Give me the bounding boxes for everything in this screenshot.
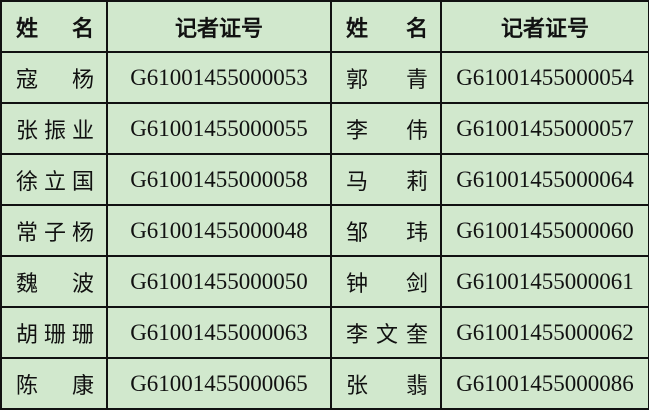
name-cell: 张翡: [330, 357, 442, 410]
name-cell: 郭青: [330, 51, 442, 104]
press-card-id-cell: G61001455000061: [440, 255, 649, 308]
press-card-id-cell: G61001455000063: [106, 306, 332, 359]
press-card-id-cell: G61001455000057: [440, 102, 649, 155]
name-cell: 钟剑: [330, 255, 442, 308]
press-card-id-cell: G61001455000058: [106, 153, 332, 206]
name-cell: 徐立国: [0, 153, 108, 206]
header-id-1: 记者证号: [106, 0, 332, 53]
table-row: 寇杨 G61001455000053 郭青 G61001455000054: [0, 51, 649, 104]
name-cell: 李伟: [330, 102, 442, 155]
header-id-2: 记者证号: [440, 0, 649, 53]
name-cell: 魏波: [0, 255, 108, 308]
table-row: 魏波 G61001455000050 钟剑 G61001455000061: [0, 255, 649, 308]
table-row: 陈康 G61001455000065 张翡 G61001455000086: [0, 357, 649, 410]
press-card-id-cell: G61001455000065: [106, 357, 332, 410]
header-name-2: 姓 名: [330, 0, 442, 53]
press-card-id-cell: G61001455000048: [106, 204, 332, 257]
press-card-id-cell: G61001455000054: [440, 51, 649, 104]
name-cell: 张振业: [0, 102, 108, 155]
table-row: 常子杨 G61001455000048 邹玮 G61001455000060: [0, 204, 649, 257]
name-cell: 马莉: [330, 153, 442, 206]
press-card-id-cell: G61001455000064: [440, 153, 649, 206]
table-row: 胡珊珊 G61001455000063 李文奎 G61001455000062: [0, 306, 649, 359]
name-cell: 陈康: [0, 357, 108, 410]
press-card-id-cell: G61001455000050: [106, 255, 332, 308]
press-card-id-cell: G61001455000086: [440, 357, 649, 410]
name-cell: 常子杨: [0, 204, 108, 257]
press-card-id-cell: G61001455000060: [440, 204, 649, 257]
press-card-id-cell: G61001455000062: [440, 306, 649, 359]
name-cell: 寇杨: [0, 51, 108, 104]
header-row: 姓 名 记者证号 姓 名 记者证号: [0, 0, 649, 53]
name-cell: 胡珊珊: [0, 306, 108, 359]
table-row: 张振业 G61001455000055 李伟 G61001455000057: [0, 102, 649, 155]
table-row: 徐立国 G61001455000058 马莉 G61001455000064: [0, 153, 649, 206]
press-card-id-cell: G61001455000053: [106, 51, 332, 104]
name-cell: 李文奎: [330, 306, 442, 359]
name-cell: 邹玮: [330, 204, 442, 257]
press-card-id-cell: G61001455000055: [106, 102, 332, 155]
header-name-1: 姓 名: [0, 0, 108, 53]
